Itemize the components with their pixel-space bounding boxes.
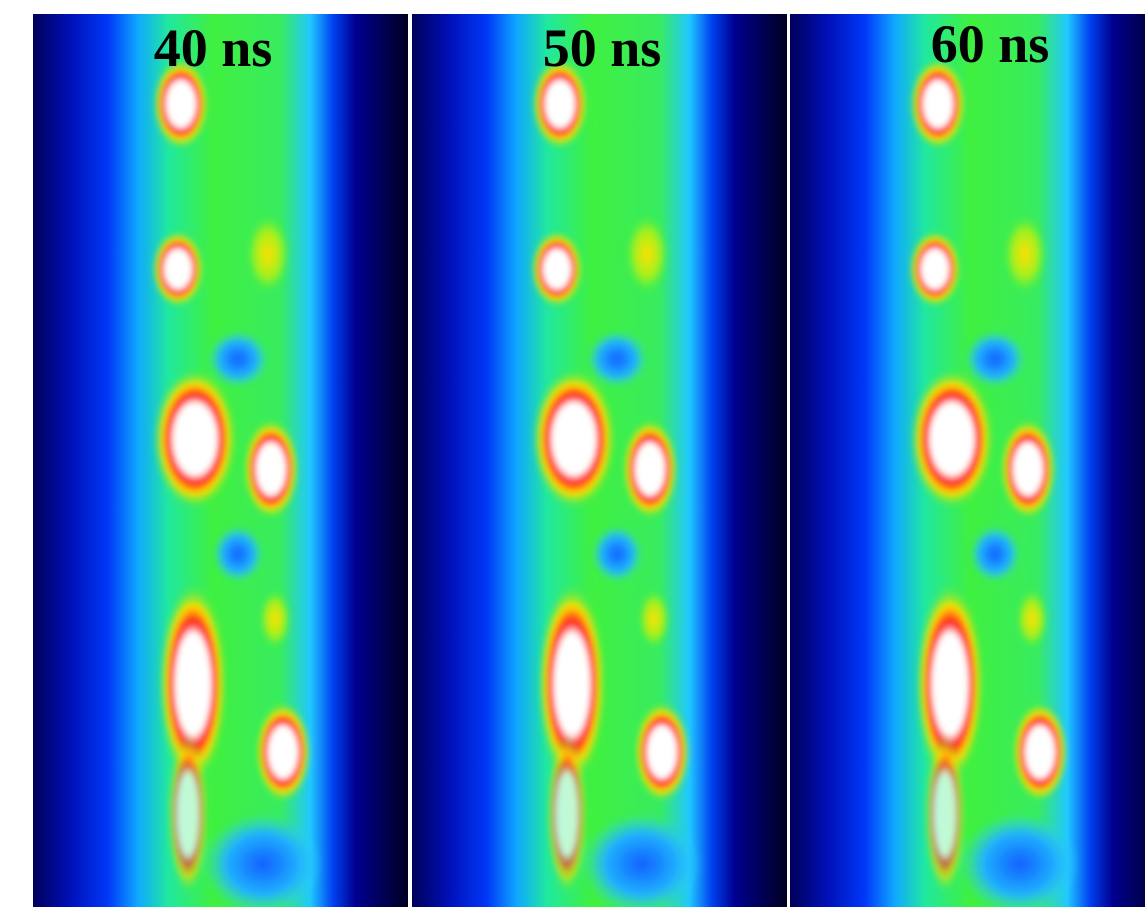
image-panel xyxy=(33,14,408,907)
image-panel xyxy=(412,14,787,907)
panel-label: 50 ns xyxy=(543,18,662,78)
image-panel xyxy=(790,14,1145,907)
panel-label: 60 ns xyxy=(931,14,1050,74)
panel-label: 40 ns xyxy=(154,18,273,78)
